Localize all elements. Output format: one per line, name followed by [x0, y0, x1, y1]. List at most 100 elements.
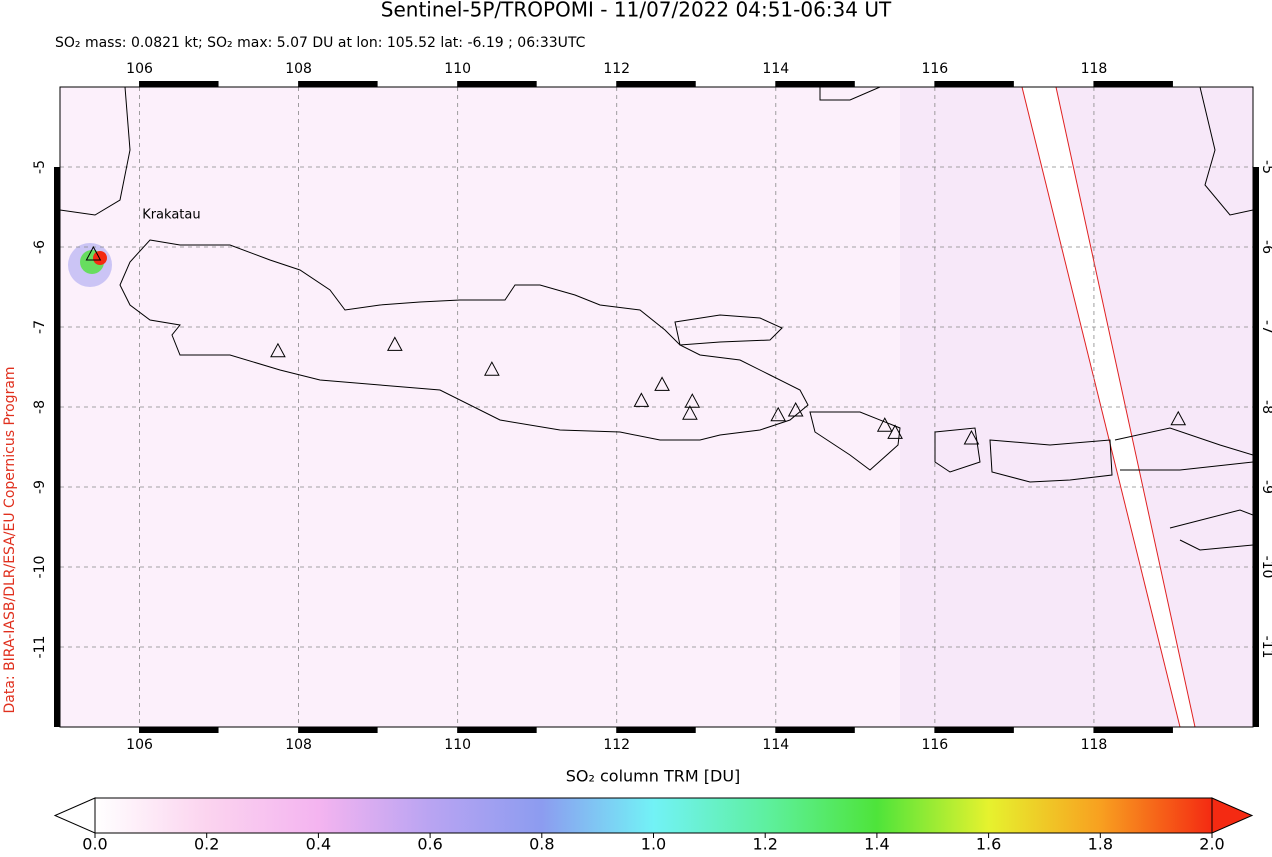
- colorbar-over: [1211, 797, 1254, 834]
- coastline: [60, 87, 131, 216]
- x-tick-label: 118: [1081, 61, 1108, 77]
- y-tick-label: -7: [1259, 320, 1272, 334]
- axis-bar: [934, 81, 1014, 87]
- axis-bar: [1253, 327, 1259, 407]
- axis-bar: [139, 81, 219, 87]
- y-tick-label: -10: [32, 556, 48, 579]
- colorbar-tick-label: 1.4: [864, 835, 889, 854]
- coastline: [674, 314, 783, 346]
- x-tick-label: 110: [444, 737, 471, 753]
- axis-bar: [1093, 81, 1173, 87]
- axis-bar: [616, 727, 696, 733]
- axis-bar: [457, 81, 537, 87]
- axis-bar: [1253, 407, 1259, 487]
- volcano: [386, 336, 403, 351]
- axis-bar: [54, 327, 60, 407]
- colorbar-under: [53, 797, 96, 834]
- x-tick-label: 118: [1081, 737, 1108, 753]
- volcano: [876, 417, 893, 432]
- subtitle: SO₂ mass: 0.0821 kt; SO₂ max: 5.07 DU at…: [55, 35, 586, 51]
- coastline: [1169, 87, 1253, 551]
- colorbar-tick-label: 0.0: [82, 835, 107, 854]
- volcano: [85, 245, 102, 261]
- coastline: [809, 411, 901, 471]
- volcano: [682, 405, 698, 420]
- x-tick-label: 116: [921, 737, 948, 753]
- coastline: [1114, 427, 1253, 471]
- axis-bar: [775, 81, 855, 87]
- colorbar-tick-label: 0.4: [306, 835, 331, 854]
- colorbar-tick-label: 0.2: [194, 835, 219, 854]
- y-tick-label: -7: [32, 320, 48, 334]
- y-tick-label: -10: [1259, 556, 1272, 579]
- colorbar-tick-label: 2.0: [1199, 835, 1224, 854]
- y-tick-label: -5: [1259, 160, 1272, 174]
- axis-bar: [1253, 487, 1259, 567]
- x-tick-label: 114: [762, 737, 789, 753]
- y-tick-label: -11: [32, 636, 48, 659]
- axis-bar: [1253, 647, 1259, 727]
- colorbar-tick-label: 1.2: [752, 835, 777, 854]
- volcano: [887, 424, 903, 439]
- colorbar-tick-label: 1.8: [1088, 835, 1113, 854]
- x-tick-label: 114: [762, 61, 789, 77]
- axis-bar: [298, 81, 378, 87]
- axis-bar: [1093, 727, 1173, 733]
- axis-bar: [1253, 247, 1259, 327]
- volcano: [787, 401, 804, 417]
- credit: Data: BIRA-IASB/DLR/ESA/EU Copernicus Pr…: [2, 366, 18, 713]
- x-tick-label: 112: [603, 737, 630, 753]
- axis-bar: [54, 647, 60, 727]
- x-tick-label: 108: [285, 61, 312, 77]
- axis-bar: [54, 247, 60, 327]
- coastline: [989, 439, 1113, 483]
- axis-bar: [298, 727, 378, 733]
- y-tick-label: -6: [1259, 240, 1272, 254]
- y-tick-label: -5: [32, 160, 48, 174]
- axis-bar: [1253, 167, 1259, 247]
- y-tick-label: -9: [1259, 480, 1272, 494]
- volcano: [484, 361, 500, 376]
- x-tick-label: 108: [285, 737, 312, 753]
- y-tick-label: -9: [32, 480, 48, 494]
- x-tick-label: 112: [603, 61, 630, 77]
- volcano: [1170, 410, 1187, 426]
- axis-bar: [54, 407, 60, 487]
- axis-bar: [54, 567, 60, 647]
- colorbar-tick-label: 0.8: [529, 835, 554, 854]
- axis-bar: [616, 81, 696, 87]
- x-tick-label: 106: [126, 61, 153, 77]
- coastline: [119, 239, 809, 441]
- volcano: [270, 342, 286, 358]
- colorbar-tick-label: 1.6: [976, 835, 1001, 854]
- x-tick-label: 110: [444, 61, 471, 77]
- axis-bar: [457, 727, 537, 733]
- colorbar-tick-label: 0.6: [417, 835, 442, 854]
- axis-bar: [775, 727, 855, 733]
- axis-bar: [1253, 567, 1259, 647]
- volcano: [654, 376, 670, 391]
- volcano: [963, 429, 980, 445]
- coastline: [819, 87, 881, 101]
- y-tick-label: -6: [32, 240, 48, 254]
- coastline: [934, 427, 981, 473]
- volcano: [770, 406, 787, 422]
- colorbar-label: SO₂ column TRM [DU]: [566, 767, 741, 786]
- volcano: [684, 393, 701, 408]
- plume: [93, 251, 107, 265]
- axis-bar: [54, 487, 60, 567]
- axis-bar: [54, 167, 60, 247]
- volcano-label: Krakatau: [142, 208, 200, 223]
- axis-bar: [934, 727, 1014, 733]
- colorbar: [94, 797, 1213, 834]
- axis-bar: [139, 727, 219, 733]
- map-area: [60, 87, 1253, 727]
- y-tick-label: -11: [1259, 636, 1272, 659]
- y-tick-label: -8: [32, 400, 48, 414]
- x-tick-label: 116: [921, 61, 948, 77]
- volcano: [633, 392, 650, 407]
- colorbar-tick-label: 1.0: [641, 835, 666, 854]
- title: Sentinel-5P/TROPOMI - 11/07/2022 04:51-0…: [381, 0, 892, 22]
- x-tick-label: 106: [126, 737, 153, 753]
